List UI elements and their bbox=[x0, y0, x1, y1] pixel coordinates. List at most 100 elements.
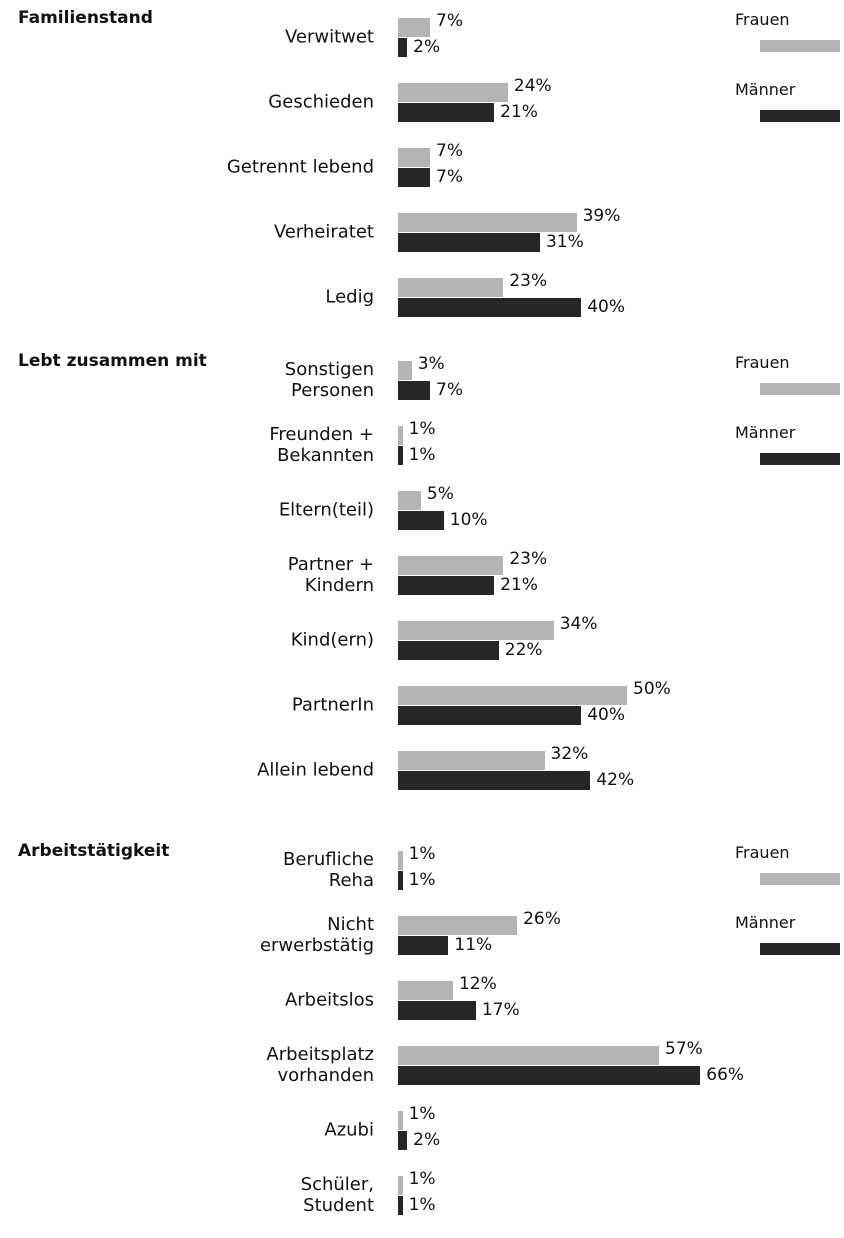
bar bbox=[398, 1131, 408, 1150]
value-label: 34% bbox=[559, 614, 598, 634]
bar bbox=[398, 213, 577, 232]
legend-label: Frauen bbox=[735, 843, 790, 862]
category-label: Schüler, Student bbox=[300, 1174, 374, 1216]
category-label: Geschieden bbox=[268, 91, 374, 113]
value-label: 24% bbox=[513, 76, 552, 96]
category-label: Getrennt lebend bbox=[226, 156, 374, 178]
bar bbox=[398, 103, 495, 122]
category-label: Partner + Kindern bbox=[287, 554, 374, 596]
value-label: 23% bbox=[509, 549, 548, 569]
category-label: PartnerIn bbox=[291, 694, 374, 716]
bar bbox=[398, 871, 403, 890]
legend-swatch bbox=[760, 453, 840, 465]
value-label: 21% bbox=[500, 575, 538, 595]
bar bbox=[398, 491, 421, 510]
value-label: 7% bbox=[436, 380, 464, 400]
bar bbox=[398, 621, 554, 640]
category-label: Berufliche Reha bbox=[283, 849, 374, 891]
bar bbox=[398, 1176, 403, 1195]
bar bbox=[398, 1001, 476, 1020]
legend-swatch bbox=[760, 110, 840, 122]
category-label: Arbeitsplatz vorhanden bbox=[266, 1044, 374, 1086]
value-label: 50% bbox=[633, 679, 671, 699]
value-label: 2% bbox=[413, 37, 441, 57]
bar bbox=[398, 706, 582, 725]
legend-label: Männer bbox=[735, 913, 796, 932]
bar bbox=[398, 18, 431, 37]
legend-label: Männer bbox=[735, 80, 796, 99]
bar bbox=[398, 381, 431, 400]
value-label: 57% bbox=[665, 1039, 703, 1059]
bar bbox=[398, 556, 504, 575]
value-label: 7% bbox=[436, 11, 464, 31]
bar bbox=[398, 1196, 403, 1215]
legend-swatch bbox=[760, 873, 840, 885]
category-label: Azubi bbox=[324, 1119, 374, 1141]
bar bbox=[398, 361, 412, 380]
value-label: 1% bbox=[408, 870, 436, 890]
category-label: Kind(ern) bbox=[290, 629, 374, 651]
bar bbox=[398, 851, 403, 870]
value-label: 40% bbox=[587, 297, 625, 317]
value-label: 1% bbox=[408, 419, 436, 439]
value-label: 17% bbox=[481, 1000, 520, 1020]
value-label: 39% bbox=[582, 206, 621, 226]
bar bbox=[398, 1066, 701, 1085]
value-label: 21% bbox=[500, 102, 538, 122]
value-label: 66% bbox=[706, 1065, 745, 1085]
category-label: Eltern(teil) bbox=[278, 499, 374, 521]
value-label: 10% bbox=[449, 510, 488, 530]
bar bbox=[398, 278, 504, 297]
value-label: 1% bbox=[408, 1104, 436, 1124]
value-label: 42% bbox=[596, 770, 635, 790]
chart-title: Familienstand bbox=[18, 8, 153, 28]
value-label: 31% bbox=[545, 232, 584, 252]
bar bbox=[398, 641, 499, 660]
value-label: 40% bbox=[587, 705, 625, 725]
category-label: Verheiratet bbox=[273, 221, 374, 243]
value-label: 7% bbox=[436, 141, 464, 161]
value-label: 22% bbox=[504, 640, 543, 660]
bar bbox=[398, 511, 444, 530]
value-label: 1% bbox=[408, 1195, 436, 1215]
bar bbox=[398, 981, 453, 1000]
category-label: Allein lebend bbox=[257, 759, 374, 781]
category-label: Verwitwet bbox=[284, 26, 374, 48]
category-label: Arbeitslos bbox=[284, 989, 374, 1011]
bar bbox=[398, 771, 591, 790]
bar bbox=[398, 686, 627, 705]
bar bbox=[398, 446, 403, 465]
bar bbox=[398, 298, 582, 317]
bar bbox=[398, 168, 431, 187]
chart-title: Lebt zusammen mit bbox=[18, 351, 207, 371]
bar bbox=[398, 1111, 403, 1130]
bar bbox=[398, 936, 449, 955]
bar bbox=[398, 426, 403, 445]
category-label: Nicht erwerbstätig bbox=[259, 914, 374, 956]
legend-label: Frauen bbox=[735, 353, 790, 372]
bar bbox=[398, 1046, 660, 1065]
bar bbox=[398, 83, 508, 102]
category-label: Freunden + Bekannten bbox=[269, 424, 374, 466]
value-label: 32% bbox=[550, 744, 589, 764]
legend-swatch bbox=[760, 383, 840, 395]
category-label: Ledig bbox=[325, 286, 374, 308]
value-label: 23% bbox=[509, 271, 548, 291]
value-label: 3% bbox=[417, 354, 445, 374]
bar bbox=[398, 38, 408, 57]
bar bbox=[398, 751, 545, 770]
bar bbox=[398, 233, 540, 252]
legend-label: Männer bbox=[735, 423, 796, 442]
legend-swatch bbox=[760, 40, 840, 52]
legend-swatch bbox=[760, 943, 840, 955]
value-label: 1% bbox=[408, 844, 436, 864]
value-label: 7% bbox=[436, 167, 464, 187]
legend-label: Frauen bbox=[735, 10, 790, 29]
bar bbox=[398, 576, 495, 595]
value-label: 1% bbox=[408, 1169, 436, 1189]
bar bbox=[398, 148, 431, 167]
value-label: 2% bbox=[413, 1130, 441, 1150]
value-label: 11% bbox=[454, 935, 493, 955]
value-label: 5% bbox=[426, 484, 454, 504]
